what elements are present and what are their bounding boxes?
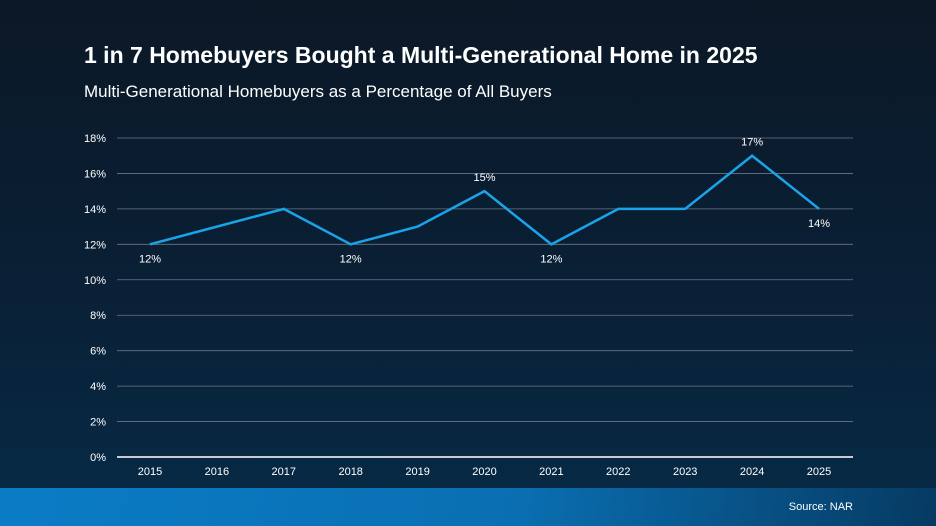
data-label: 17% xyxy=(741,137,763,149)
source-label: Source: NAR xyxy=(788,501,853,513)
x-tick-label: 2025 xyxy=(807,466,831,478)
data-label: 15% xyxy=(473,172,495,184)
y-tick-label: 4% xyxy=(90,381,106,393)
x-tick-label: 2017 xyxy=(272,466,296,478)
data-label: 12% xyxy=(340,253,362,265)
y-tick-label: 0% xyxy=(90,452,106,464)
x-tick-label: 2021 xyxy=(539,466,563,478)
data-label: 12% xyxy=(139,253,161,265)
x-tick-label: 2015 xyxy=(138,466,162,478)
x-tick-label: 2018 xyxy=(338,466,362,478)
x-tick-label: 2016 xyxy=(205,466,229,478)
series-line xyxy=(149,154,820,246)
y-tick-label: 6% xyxy=(90,346,106,358)
x-tick-label: 2022 xyxy=(606,466,630,478)
y-tick-label: 18% xyxy=(84,133,106,145)
y-tick-label: 2% xyxy=(90,417,106,429)
x-tick-label: 2024 xyxy=(740,466,764,478)
line-chart: 0% 2% 4% 6% 8% 10% 12% 14% 16% 18% 2015 2016 2017 201… xyxy=(84,133,853,478)
y-tick-label: 12% xyxy=(84,239,106,251)
x-tick-label: 2023 xyxy=(673,466,697,478)
data-label: 12% xyxy=(540,253,562,265)
chart-subtitle: Multi-Generational Homebuyers as a Perce… xyxy=(84,82,552,101)
x-tick-label: 2019 xyxy=(405,466,429,478)
y-tick-label: 14% xyxy=(84,204,106,216)
chart-title: 1 in 7 Homebuyers Bought a Multi-Generat… xyxy=(84,42,758,68)
x-tick-label: 2020 xyxy=(472,466,496,478)
y-tick-label: 8% xyxy=(90,310,106,322)
y-tick-label: 10% xyxy=(84,275,106,287)
data-label: 14% xyxy=(808,218,830,230)
footer-bar: Source: NAR xyxy=(0,488,936,526)
y-tick-label: 16% xyxy=(84,168,106,180)
